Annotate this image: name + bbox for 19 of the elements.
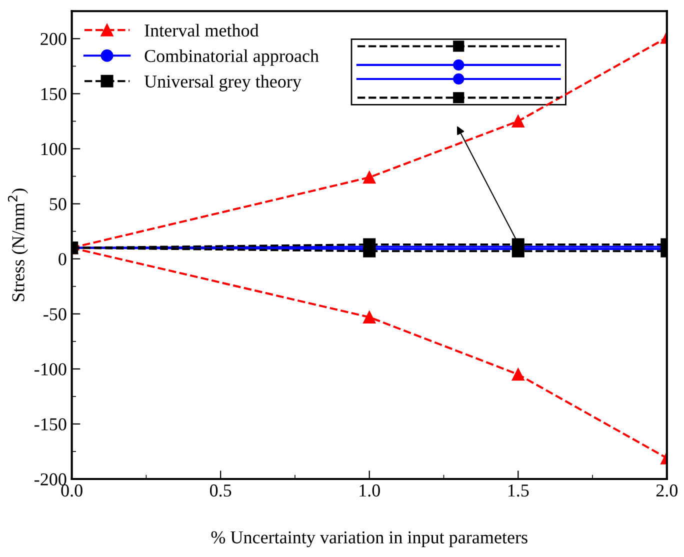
y-tick-label: 0 <box>58 253 66 266</box>
y-tick-label: -50 <box>44 308 66 320</box>
x-tick-label: 0.0 <box>61 484 82 497</box>
y-axis-title: Stress (N/mm$^{2}$) <box>8 188 28 302</box>
x-tick-label: 1.5 <box>508 484 529 497</box>
x-tick-label: 0.5 <box>210 484 232 497</box>
y-tick-label: 150 <box>41 88 66 100</box>
y-tick-label: 100 <box>41 143 66 156</box>
x-tick-label: 1.0 <box>360 484 380 497</box>
y-tick-label: 200 <box>40 32 66 46</box>
legend-label: Universal grey theory <box>144 74 302 92</box>
y-tick-label: -100 <box>34 363 66 376</box>
legend-label: Interval method <box>144 24 259 37</box>
y-tick-label: -150 <box>34 418 66 430</box>
y-tick-label: -200 <box>34 473 66 486</box>
x-axis-title: % Uncertainty variation in input parameters <box>211 531 528 548</box>
legend-label: Combinatorial approach <box>144 49 319 66</box>
y-tick-label: 50 <box>50 198 66 210</box>
x-tick-label: 2.0 <box>656 484 678 497</box>
